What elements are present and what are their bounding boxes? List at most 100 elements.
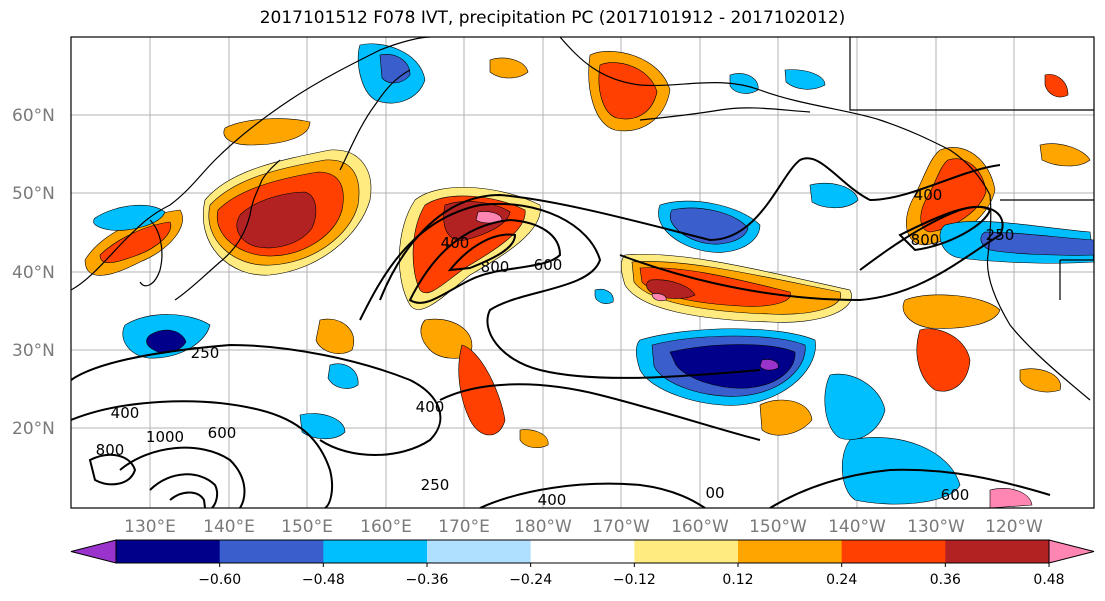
contour-label: 800: [96, 441, 125, 459]
anomaly-positive-region: [651, 293, 667, 302]
longitude-label: 160°E: [360, 517, 412, 537]
ivt-contour: [439, 383, 761, 441]
contour-label: 800: [911, 231, 940, 249]
contour-label: 400: [441, 234, 470, 252]
colorbar-segment: [427, 540, 532, 563]
contour-label: 250: [986, 226, 1015, 244]
anomaly-negative-region: [379, 54, 411, 84]
colorbar-segment: [116, 540, 221, 563]
colorbar-segment: [530, 540, 635, 563]
ivt-contour: [898, 205, 992, 252]
anomaly-negative-region: [784, 69, 826, 90]
contour-label: 400: [914, 186, 943, 204]
ivt-contour: [71, 343, 442, 456]
ivt-contour: [447, 233, 517, 272]
ivt-contour: [169, 491, 206, 508]
map-border: [70, 36, 1095, 509]
ivt-contour: [408, 218, 562, 304]
anomaly-positive-region: [759, 399, 813, 436]
longitude-label: 160°W: [671, 517, 729, 537]
colorbar-tick-label: 0.48: [1033, 572, 1064, 588]
contour-label: 600: [941, 486, 970, 504]
colorbar-segment: [738, 540, 843, 563]
ivt-contour: [119, 446, 246, 508]
colorbar-tick-label: 0.36: [930, 572, 961, 588]
ivt-contour: [359, 202, 761, 379]
anomaly-positive-region: [1039, 143, 1091, 167]
anomaly-positive-region: [916, 328, 971, 392]
colorbar-segment: [219, 540, 324, 563]
contour-label: 600: [208, 424, 237, 442]
longitude-label: 140°W: [828, 517, 886, 537]
ivt-contour: [149, 473, 219, 508]
longitude-label: 140°E: [203, 517, 255, 537]
colorbar-extend-max: [1048, 539, 1095, 564]
anomaly-positive-region: [1044, 74, 1069, 98]
longitude-label: 130°W: [907, 517, 965, 537]
colorbar-segment: [634, 540, 739, 563]
ivt-contour-labels: 400 800 600 250 400 800 1000 600 400 250…: [96, 186, 1015, 509]
anomaly-negative-region: [729, 73, 759, 94]
anomaly-negative-region: [327, 363, 359, 389]
contour-label: 00: [705, 484, 724, 502]
colorbar-tick-label: −0.12: [613, 572, 656, 588]
ivt-contour: [71, 400, 334, 508]
anomaly-positive-region: [99, 221, 172, 263]
anomaly-negative-region: [824, 373, 886, 440]
ivt-contour: [479, 482, 706, 508]
colorbar-tick-label: 0.12: [722, 572, 753, 588]
longitude-label: 170°E: [438, 517, 490, 537]
latitude-labels: 60°N 50°N 40°N 30°N 20°N: [12, 106, 55, 439]
map-title: 2017101512 F078 IVT, precipitation PC (2…: [259, 8, 846, 28]
longitude-label: 130°E: [124, 517, 176, 537]
anomaly-positive-region: [420, 318, 473, 359]
contour-label: 600: [534, 256, 563, 274]
contour-label: 400: [416, 398, 445, 416]
latitude-label: 40°N: [12, 263, 55, 283]
longitude-label: 120°W: [985, 517, 1043, 537]
colorbar-tick-labels: −0.60 −0.48 −0.36 −0.24 −0.12 0.12 0.24 0.36 0.4…: [198, 563, 1065, 588]
colorbar-segment: [323, 540, 428, 563]
anomaly-positive-region: [475, 211, 503, 224]
aleutians: [639, 107, 811, 121]
colorbar-tick-label: −0.24: [509, 572, 552, 588]
longitude-labels: 130°E 140°E 150°E 160°E 170°E 180°W 170°W 160°W…: [124, 517, 1043, 537]
ivt-contour: [619, 205, 1004, 302]
ivt-contour: [379, 157, 1001, 301]
coastlines: [71, 37, 1094, 401]
longitude-label: 150°E: [281, 517, 333, 537]
ivt-contour: [88, 453, 137, 486]
contour-label: 250: [421, 476, 450, 494]
anomaly-positive-region: [489, 57, 529, 79]
alaska-coastline: [559, 37, 991, 196]
anomaly-positive-region: [598, 62, 658, 120]
longitude-label: 170°W: [592, 517, 650, 537]
anomaly-positive-region: [458, 344, 506, 436]
contour-label: 400: [111, 404, 140, 422]
precipitation-anomaly-fill: [84, 43, 1094, 508]
asia-coastline: [71, 37, 431, 291]
canada-border: [849, 37, 1094, 300]
anomaly-positive-region: [223, 118, 311, 146]
colorbar-segment: [945, 540, 1050, 563]
latitude-label: 20°N: [12, 419, 55, 439]
anomaly-negative-region: [93, 204, 166, 231]
japan-coastline: [174, 159, 281, 301]
anomaly-negative-region: [809, 182, 859, 209]
contour-label: 400: [538, 491, 567, 509]
anomaly-positive-region: [236, 191, 317, 249]
latitude-label: 60°N: [12, 106, 55, 126]
ivt-contour: [769, 468, 1051, 508]
anomaly-negative-region: [669, 344, 796, 389]
ivt-contours: [71, 157, 1051, 508]
contour-label: 1000: [146, 428, 184, 446]
korea-coastline: [139, 219, 163, 287]
latitude-label: 30°N: [12, 341, 55, 361]
anomaly-positive-region: [1019, 368, 1061, 393]
anomaly-positive-region: [315, 318, 354, 354]
contour-label: 800: [481, 258, 510, 276]
anomaly-negative-region: [759, 359, 779, 371]
anomaly-positive-region: [519, 429, 549, 449]
colorbar-extend-min: [70, 539, 117, 564]
contour-label: 250: [191, 344, 220, 362]
